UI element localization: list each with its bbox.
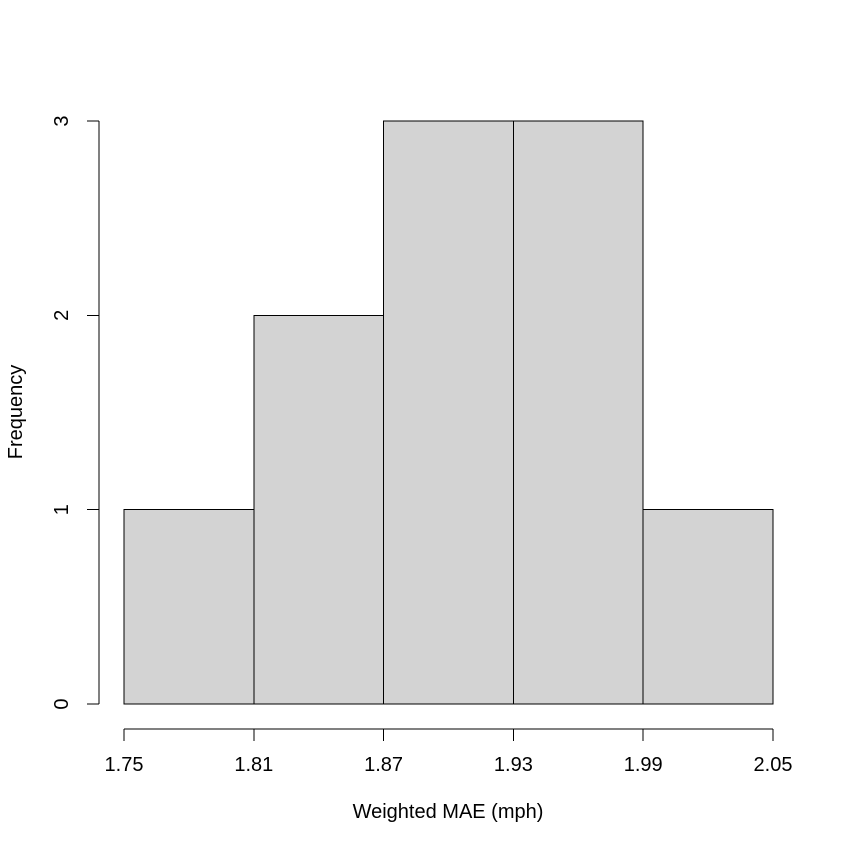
x-tick-label: 1.99 [624, 754, 663, 776]
bars-group [123, 120, 774, 705]
y-axis: 0 1 2 3 [51, 115, 100, 710]
x-tick-label: 1.81 [234, 754, 273, 776]
x-axis-title: Weighted MAE (mph) [353, 801, 544, 823]
x-tick-label: 1.75 [105, 754, 144, 776]
histogram-bar-1 [123, 509, 255, 705]
histogram-bar-5 [642, 509, 774, 705]
x-tick-label: 2.05 [754, 754, 793, 776]
y-axis-title: Frequency [5, 365, 27, 460]
histogram-bar-3 [383, 120, 514, 705]
y-tick-label: 2 [51, 310, 73, 321]
histogram-bar-2 [253, 314, 385, 705]
x-tick-label: 1.87 [364, 754, 403, 776]
y-tick-label: 1 [51, 504, 73, 515]
x-axis: 1.75 1.81 1.87 1.93 1.99 2.05 [105, 728, 793, 776]
y-tick-label: 0 [51, 698, 73, 709]
x-tick-label: 1.93 [494, 754, 533, 776]
y-tick-label: 3 [51, 115, 73, 126]
histogram-bar-4 [512, 120, 644, 705]
